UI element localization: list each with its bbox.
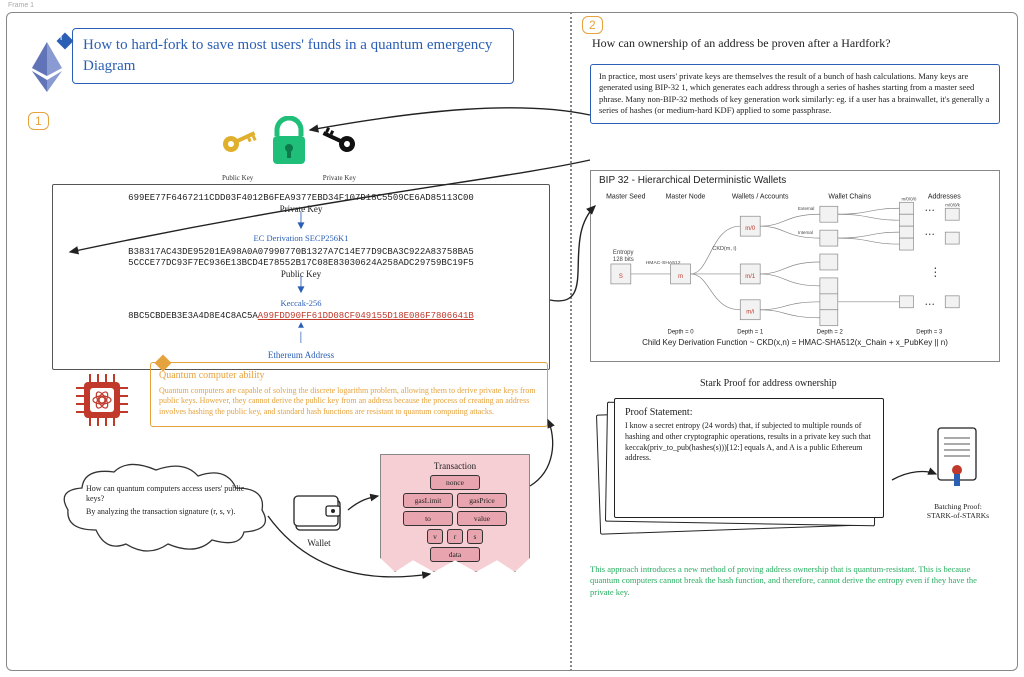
svg-text:m/1: m/1 [745,274,756,280]
proof-title: Proof Statement: [625,407,873,418]
cloud-question: How can quantum computers access users' … [56,460,276,562]
ethereum-logo-icon [30,40,64,94]
stark-title: Stark Proof for address ownership [700,378,837,389]
svg-text:⋮: ⋮ [929,265,941,279]
svg-text:Depth = 3: Depth = 3 [916,330,943,336]
svg-text:m/0/0/0: m/0/0/0 [901,196,916,201]
pub-hex-2: 5CCCE77DC93F7EC936E13BCD4E78552B17C08E83… [63,258,539,269]
scroll-icon [930,424,984,490]
proof-statement-stack: Proof Statement: I know a secret entropy… [598,398,888,536]
tx-r: r [447,529,463,544]
frame-label: Frame 1 [8,2,34,9]
pub-hex-1: B38317AC43DE95201EA98A0A07990770B1327A7C… [63,247,539,258]
svg-text:Entropy: Entropy [613,250,634,256]
svg-text:• • •: • • • [925,232,934,238]
title-text: How to hard-fork to save most users' fun… [83,37,492,74]
batching-label: Batching Proof:STARK-of-STARKs [908,502,1008,520]
panel-number-2: 2 [582,16,603,34]
svg-text:m/i: m/i [746,310,754,316]
wallet-icon [292,492,346,534]
derivation-box: 699EE77F6467211CDD03F4012B6FEA9377EBD34F… [52,184,550,370]
transaction-card: Transaction nonce gasLimit gasPrice to v… [380,454,530,572]
svg-text:Depth = 0: Depth = 0 [668,330,695,336]
info-i-icon: i [60,31,62,45]
svg-text:Wallets / Accounts: Wallets / Accounts [732,193,789,200]
svg-text:128 bits: 128 bits [613,257,634,263]
wallet-label: Wallet [292,538,346,548]
svg-text:Addresses: Addresses [928,193,961,200]
svg-text:CKD(m, i): CKD(m, i) [712,246,736,252]
svg-text:Depth = 1: Depth = 1 [737,330,764,336]
keys-lock-icon [219,116,359,172]
public-key-label: Public Key [222,174,253,182]
quantum-body: Quantum computers are capable of solving… [159,386,539,418]
title-box: i How to hard-fork to save most users' f… [72,28,514,84]
tx-title: Transaction [387,461,523,471]
svg-text:• • •: • • • [925,208,934,214]
bip32-footer: Child Key Derivation Function ~ CKD(x,n)… [591,338,999,347]
svg-text:Wallet Chains: Wallet Chains [828,193,871,200]
quantum-title: Quantum computer ability [159,369,539,383]
quantum-ability-box: Quantum computer ability Quantum compute… [150,362,548,427]
proof-body: I know a secret entropy (24 words) that,… [625,421,873,464]
svg-text:External: External [798,206,814,211]
private-key-label: Private Key [323,174,356,182]
certificate-scroll [930,424,984,492]
bip32-diagram: BIP 32 - Hierarchical Deterministic Wall… [590,170,1000,362]
tx-nonce: nonce [430,475,480,490]
svg-text:S: S [619,274,623,280]
svg-text:m/0/0/k: m/0/0/k [945,202,960,207]
svg-text:Depth = 2: Depth = 2 [817,330,844,336]
vertical-divider [570,12,572,671]
tx-gasprice: gasPrice [457,493,507,508]
conclusion-note: This approach introduces a new method of… [590,564,998,598]
tx-data: data [430,547,480,562]
svg-text:• • •: • • • [925,302,934,308]
tx-s: s [467,529,483,544]
step-ec: EC Derivation SECP256K1 [63,233,539,244]
svg-text:Master Node: Master Node [666,193,706,200]
tx-value: value [457,511,507,526]
svg-text:Master Seed: Master Seed [606,193,646,200]
question-2: How can ownership of an address be prove… [592,36,992,51]
priv-hex: 699EE77F6467211CDD03F4012B6FEA9377EBD34F… [63,193,539,204]
wallet-group: Wallet [292,492,346,548]
keys-lock-group: Public Key Private Key [214,116,364,182]
bip32-tree-icon: Master Seed Master Node Wallets / Accoun… [591,186,999,336]
tx-v: v [427,529,443,544]
panel-number-1: 1 [28,112,49,130]
svg-text:m: m [678,274,683,280]
cloud-a: By analyzing the transaction signature (… [86,507,251,517]
svg-text:m/0: m/0 [745,226,756,232]
bip32-title: BIP 32 - Hierarchical Deterministic Wall… [591,171,999,186]
quantum-chip-icon [70,368,134,432]
step-keccak: Keccak-256 [63,298,539,309]
svg-text:Internal: Internal [798,230,813,235]
tx-gaslimit: gasLimit [403,493,453,508]
bip32-explanation: In practice, most users' private keys ar… [590,64,1000,124]
eth-address-label: Ethereum Address [63,350,539,361]
cloud-q: How can quantum computers access users' … [86,484,251,505]
tx-to: to [403,511,453,526]
